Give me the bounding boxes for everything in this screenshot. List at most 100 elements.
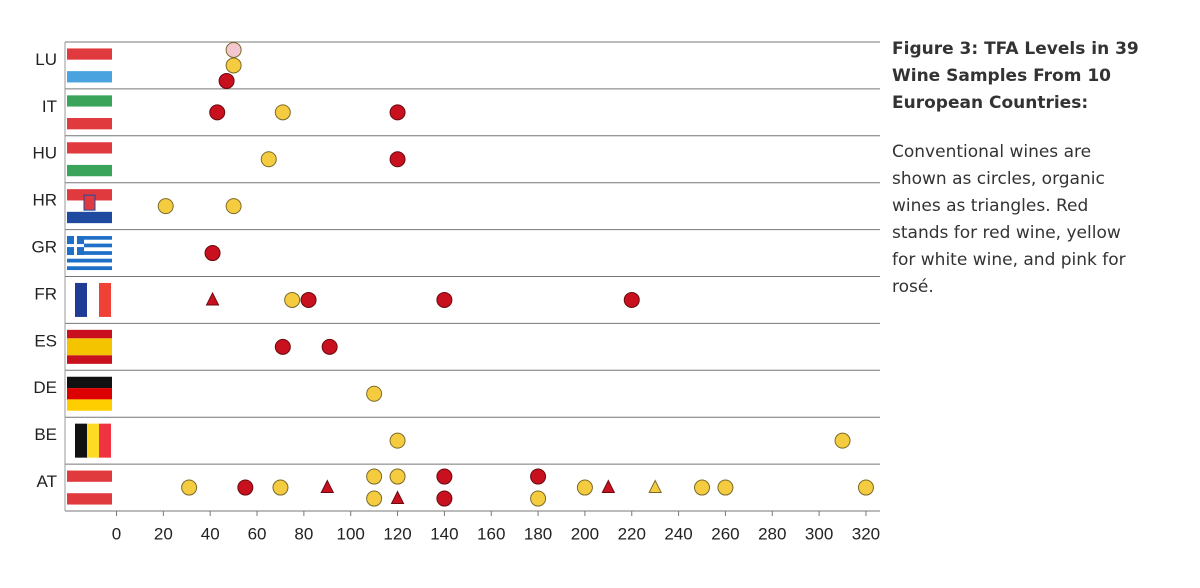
circle-point [389,151,406,168]
flag-stripe [67,142,112,154]
flag-stripe [67,329,112,339]
flag [67,236,112,271]
x-tick-label: 0 [112,524,121,543]
circle-point [530,490,547,507]
circle-point [209,104,226,121]
flag-stripe [67,95,112,107]
category-label: ES [34,331,57,350]
flag-stripe [99,282,111,317]
flag-stripe [99,423,111,458]
flag-stripe [67,251,112,255]
x-tick-label: 200 [571,524,599,543]
chart-title: Figure 3: TFA Levels in 39 Wine Samples … [892,39,1139,113]
flag [67,142,112,177]
circle-point [274,104,291,121]
category-label: HU [32,144,57,163]
flag-stripe [87,423,99,458]
category-label: BE [34,425,57,444]
circle-point [204,245,221,262]
circle-point [530,468,547,485]
circle-point [157,198,174,215]
circle-point [366,468,383,485]
flag-stripe [75,423,87,458]
flag-stripe [87,282,99,317]
flag-stripe [67,470,112,482]
category-label: HR [32,191,57,210]
circle-point [717,479,734,496]
flag [75,423,111,458]
flag-stripe [67,376,112,389]
flag-stripe [67,153,112,165]
circle-point [225,41,242,58]
x-tick-label: 260 [711,524,739,543]
circle-point [436,291,453,308]
caption-panel: Figure 3: TFA Levels in 39 Wine Samples … [892,36,1147,301]
x-tick-label: 220 [618,524,646,543]
x-tick-label: 160 [477,524,505,543]
flag [67,189,112,224]
x-tick-label: 180 [524,524,552,543]
circle-point [225,57,242,74]
circle-point [366,490,383,507]
circle-point [218,72,235,89]
flag-stripe [67,355,112,364]
flag-stripe [67,481,112,494]
category-label: LU [35,50,57,69]
circle-point [436,490,453,507]
x-tick-label: 120 [383,524,411,543]
flag-stripe [67,266,112,271]
x-tick-label: 40 [201,524,220,543]
flag-stripe [67,258,112,263]
flag-stripe [67,239,112,244]
circle-point [225,198,242,215]
circle-point [694,479,711,496]
circle-point [576,479,593,496]
x-tick-label: 20 [154,524,173,543]
x-tick-label: 280 [758,524,786,543]
x-tick-label: 300 [805,524,833,543]
circle-point [300,291,317,308]
flag-stripe [67,236,112,240]
flag-stripe [67,399,112,411]
flag-crest [83,194,96,211]
flag-stripe [67,48,112,60]
x-tick-label: 320 [852,524,880,543]
flag [67,329,112,364]
flag-stripe [67,388,112,400]
circle-point [389,104,406,121]
flag-stripe [67,243,112,248]
circle-point [284,291,301,308]
triangle-point [390,490,405,505]
circle-point [436,468,453,485]
flag-stripe [67,211,112,224]
circle-point [366,385,383,402]
circle-point [321,338,338,355]
flag [67,48,112,83]
x-tick-label: 80 [294,524,313,543]
flag-stripe [67,106,112,119]
x-tick-label: 240 [664,524,692,543]
circle-point [274,338,291,355]
category-label: FR [34,284,57,303]
flag [75,282,111,317]
flag-stripe [67,71,112,83]
circle-point [857,479,874,496]
flag-stripe [67,59,112,72]
triangle-point [205,291,220,306]
category-label: GR [32,238,58,257]
flag-stripe [75,282,87,317]
flag [67,470,112,505]
triangle-point [648,479,662,494]
category-label: IT [42,97,57,116]
flag-stripe [67,338,112,356]
circle-point [623,291,640,308]
circle-point [389,432,406,449]
flag-stripe [67,247,112,252]
circle-point [237,479,254,496]
circle-point [834,432,851,449]
circle-point [181,479,198,496]
x-tick-label: 140 [430,524,458,543]
flag-stripe [67,262,112,267]
circle-point [260,151,277,168]
